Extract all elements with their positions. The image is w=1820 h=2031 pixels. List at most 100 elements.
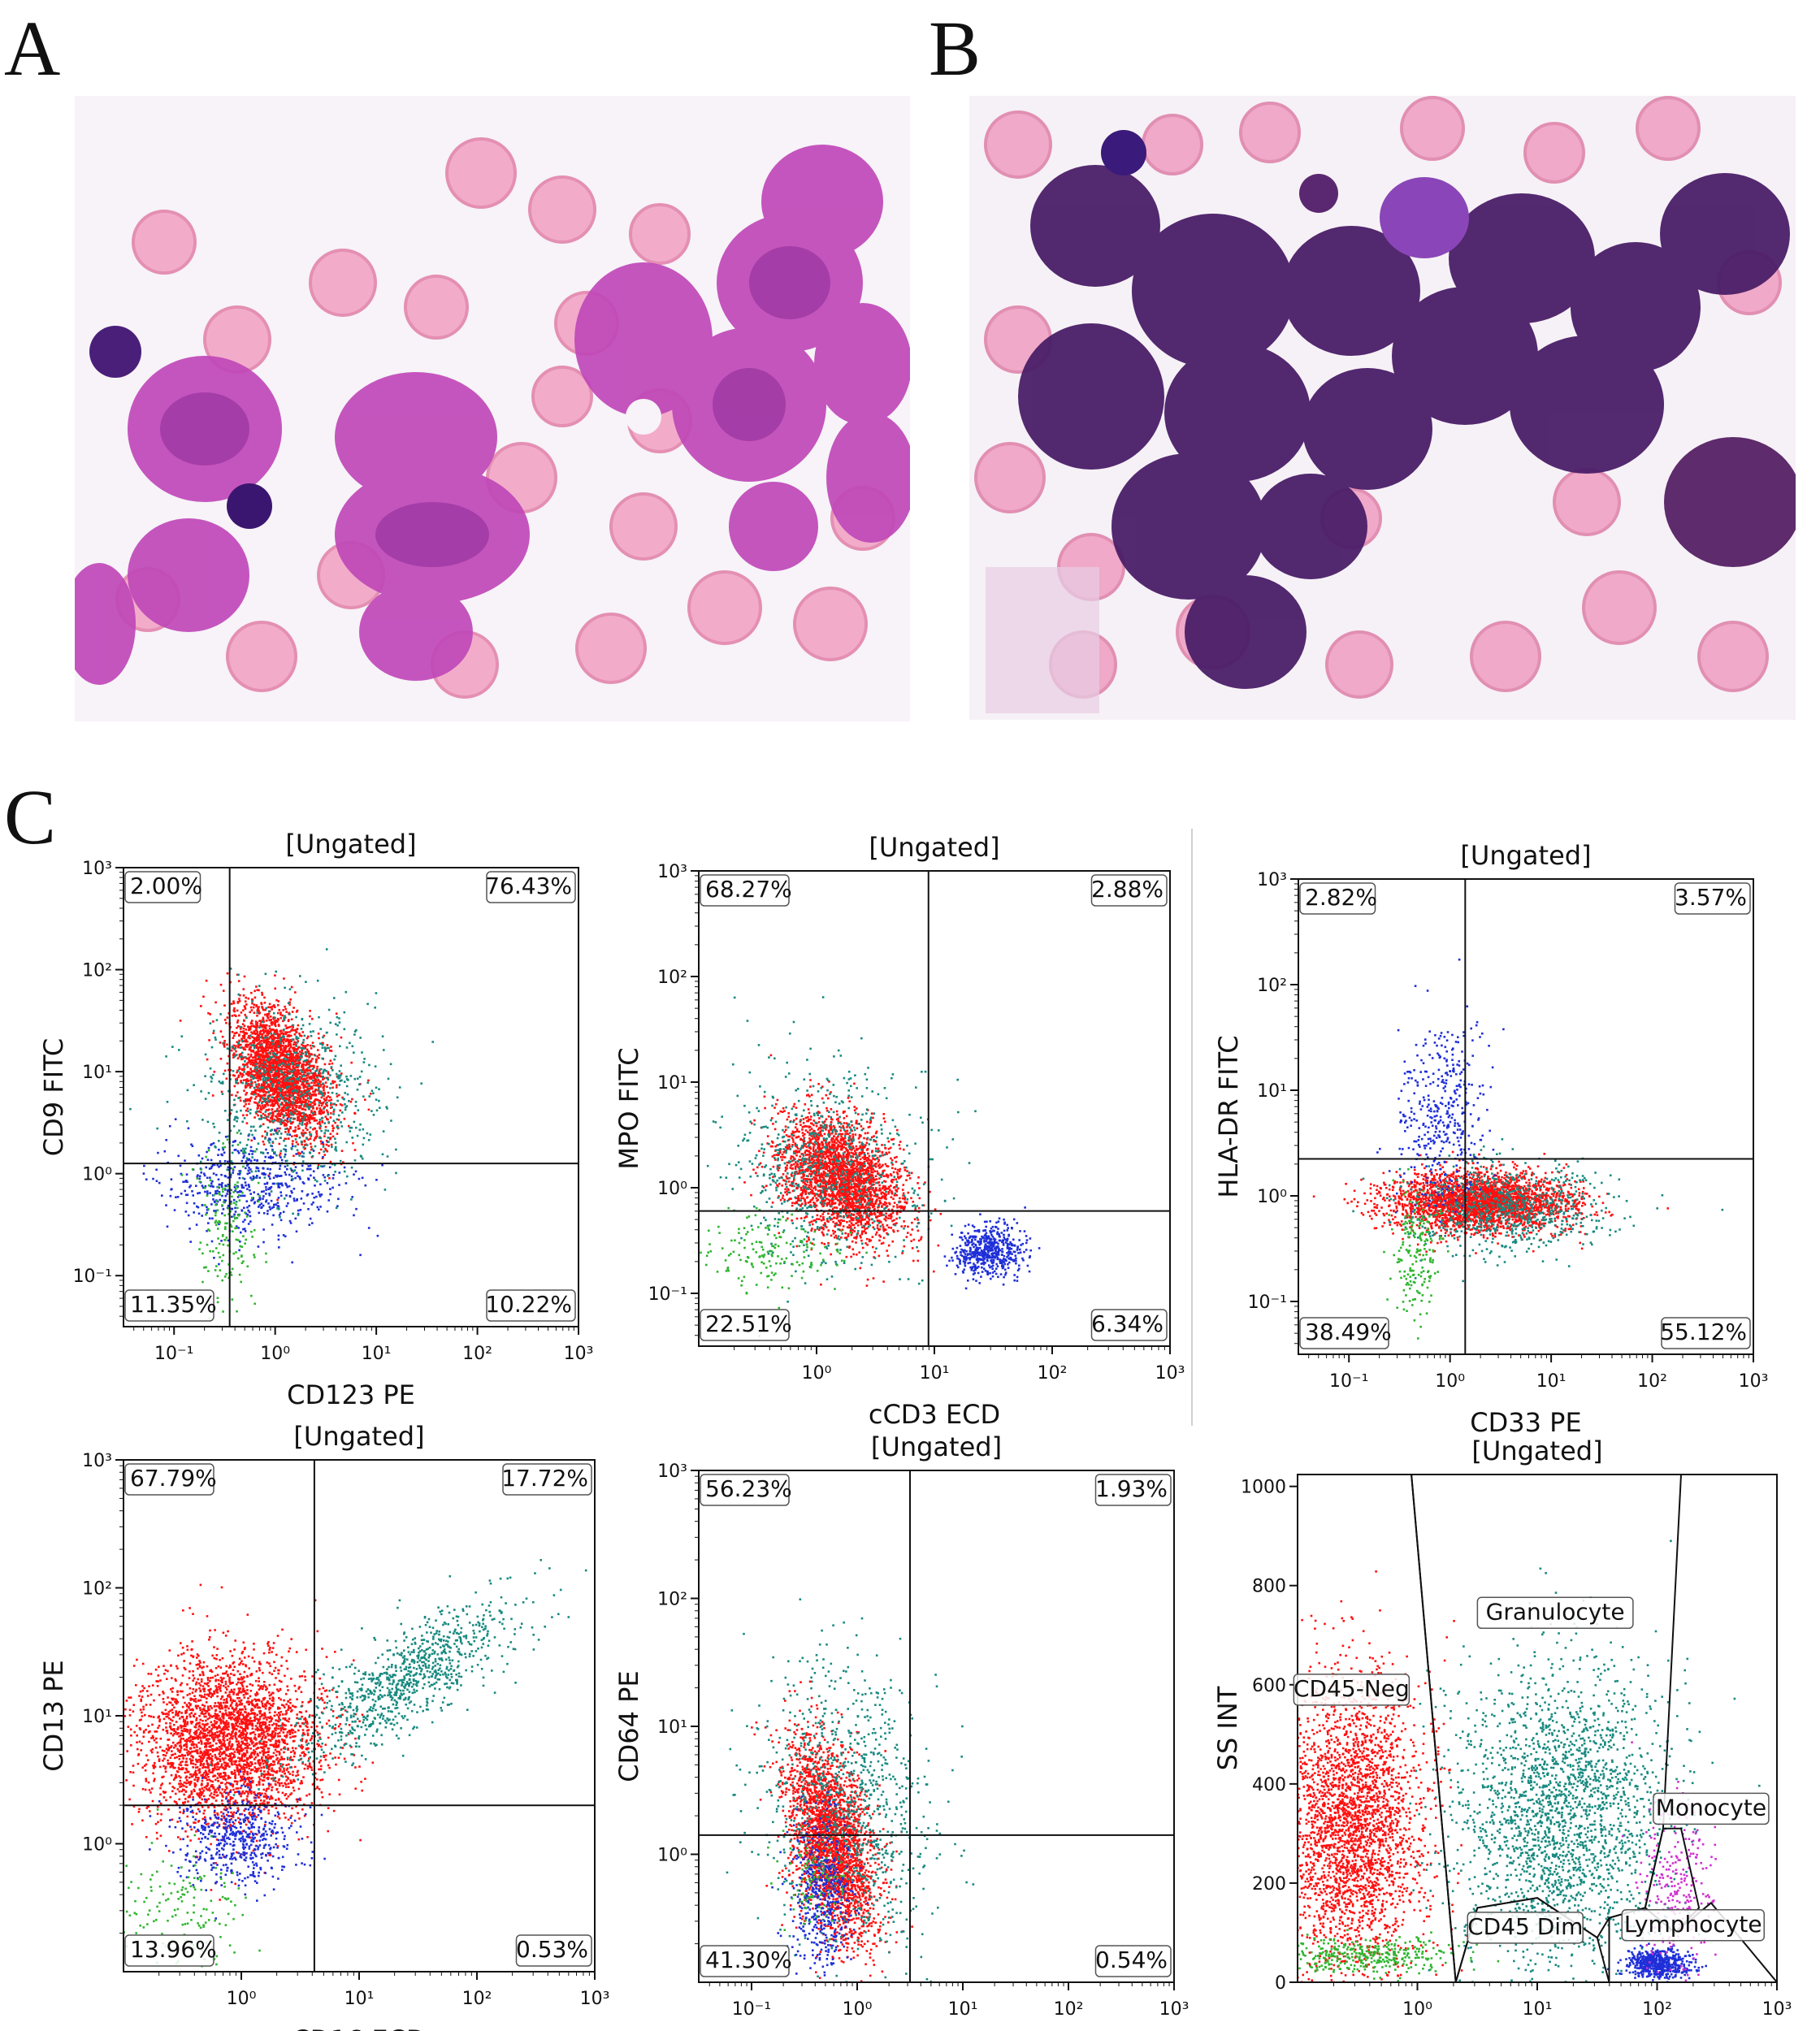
population-3 — [180, 1132, 267, 1319]
y-tick-label: 10³ — [1257, 870, 1287, 890]
micrograph-b — [969, 96, 1796, 720]
y-tick-label: 600 — [1252, 1676, 1286, 1696]
population-3 — [1298, 1929, 1500, 1982]
population-1 — [142, 1118, 384, 1266]
plot-title: [Ungated] — [871, 1431, 1002, 1462]
population-2 — [1606, 1942, 1707, 1982]
y-tick-label: 10⁻¹ — [648, 1284, 687, 1305]
y-tick-label: 10⁰ — [657, 1179, 687, 1199]
x-tick-label: 10⁰ — [260, 1344, 290, 1364]
population-1 — [1352, 1125, 1724, 1283]
y-tick-label: 10¹ — [82, 1063, 112, 1083]
plot-title: [Ungated] — [1471, 1436, 1602, 1466]
population-3 — [767, 1825, 845, 1941]
quadrant-ll: 13.96% — [124, 1934, 217, 1967]
population-2 — [943, 1206, 1041, 1290]
x-axis-label: CD16 ECD — [292, 2025, 426, 2031]
quadrant-ll: 38.49% — [1299, 1317, 1392, 1349]
quadrant-lr: 55.12% — [1660, 1317, 1751, 1349]
x-tick-label: 10³ — [580, 1989, 610, 2009]
y-tick-label: 10¹ — [82, 1707, 112, 1727]
quadrant-ul: 68.27% — [700, 874, 792, 907]
y-tick-label: 10⁻¹ — [73, 1267, 112, 1287]
quadrant-ul: 56.23% — [700, 1474, 792, 1506]
y-axis-label: MPO FITC — [613, 1047, 644, 1169]
plot-frame — [698, 870, 1171, 1347]
flow-plot-mpo-ccd3: [Ungated] 10⁰ 10¹ 10² 10³ 10⁻¹ 10⁰ 10¹ 10² 10³ cCD… — [597, 821, 1190, 1430]
population-0 — [179, 972, 372, 1202]
quadrant-ur: 76.43% — [485, 871, 576, 903]
plot-frame — [698, 1470, 1175, 1983]
plot-title: [Ungated] — [1460, 840, 1591, 871]
plot-title: [Ungated] — [869, 832, 999, 863]
population-1 — [726, 1598, 975, 1982]
flow-plot-cd13-cd16: [Ungated] 10⁰ 10¹ 10² 10³ 10⁰ 10¹ 10² 10³ CD16 EC… — [32, 1418, 618, 2031]
quadrant-ur: 17.72% — [501, 1463, 592, 1496]
x-tick-label: 10⁻¹ — [1329, 1371, 1368, 1392]
x-tick-label: 10⁰ — [843, 1999, 873, 2020]
y-tick-label: 10² — [82, 1579, 112, 1600]
y-tick-label: 10⁻¹ — [1248, 1293, 1287, 1313]
y-tick-label: 10⁰ — [657, 1846, 687, 1866]
y-tick-label: 0 — [1275, 1973, 1286, 1994]
event-cloud — [124, 1559, 587, 1968]
population-3 — [124, 1808, 261, 1968]
y-tick-label: 400 — [1252, 1775, 1286, 1795]
y-tick-label: 10³ — [82, 1451, 112, 1471]
y-tick-label: 200 — [1252, 1874, 1286, 1895]
y-tick-label: 10⁰ — [82, 1835, 112, 1856]
y-tick-label: 10⁰ — [1257, 1187, 1287, 1207]
x-tick-label: 10¹ — [344, 1989, 375, 2009]
panel-divider — [1191, 829, 1193, 1426]
y-axis-label: CD13 PE — [38, 1660, 69, 1771]
x-tick-label: 10³ — [1762, 1999, 1792, 2020]
gate-label-cd45-dim: CD45 Dim — [1467, 1912, 1584, 1944]
x-axis-label: CD123 PE — [287, 1379, 415, 1410]
flow-plot-cd64-cd117: [Ungated]10⁻¹10⁰10¹10²10³10⁰10¹10²10³CD1… — [601, 1422, 1194, 2023]
gate-label-lymphocyte: Lymphocyte — [1621, 1909, 1765, 1942]
plot-frame — [1298, 878, 1754, 1355]
quadrant-ur: 1.93% — [1094, 1474, 1172, 1506]
x-tick-label: 10² — [462, 1989, 492, 2009]
gate-label-monocyte: Monocyte — [1653, 1792, 1770, 1825]
population-2 — [129, 948, 434, 1219]
x-tick-label: 10¹ — [1536, 1371, 1566, 1392]
y-tick-label: 10⁰ — [82, 1165, 112, 1185]
population-2 — [1376, 958, 1505, 1223]
x-tick-label: 10² — [1642, 1999, 1672, 2020]
x-tick-label: 10⁻¹ — [154, 1344, 193, 1364]
x-tick-label: 10⁰ — [802, 1363, 832, 1384]
population-0 — [124, 1583, 375, 1901]
x-tick-label: 10⁻¹ — [732, 1999, 771, 2020]
population-1 — [699, 996, 977, 1337]
flow-plot-cd9-cd123: [Ungated] 10⁻¹ 10⁰ 10¹ 10² 10³ 10⁻¹ 10⁰ 10¹ 10² 10… — [32, 821, 618, 1410]
plot-title: [Ungated] — [293, 1421, 424, 1452]
quadrant-lr: 0.53% — [515, 1934, 592, 1967]
y-tick-label: 800 — [1252, 1577, 1286, 1597]
x-tick-label: 10¹ — [1523, 1999, 1553, 2020]
y-tick-label: 10² — [82, 961, 112, 981]
svg-text:11.35%: 11.35% — [130, 1291, 217, 1318]
panel-label-b: B — [929, 10, 981, 88]
x-tick-label: 10⁰ — [227, 1989, 257, 2009]
quadrant-ll: 41.30% — [700, 1945, 792, 1977]
svg-text:2.00%: 2.00% — [130, 873, 202, 899]
y-tick-label: 10¹ — [657, 1073, 687, 1093]
x-tick-label: 10³ — [564, 1344, 594, 1364]
x-tick-label: 10² — [1054, 1999, 1084, 2020]
svg-text:10.22%: 10.22% — [485, 1291, 572, 1318]
y-tick-label: 10³ — [82, 859, 112, 879]
x-tick-label: 10³ — [1739, 1371, 1769, 1392]
x-axis-label: CD33 PE — [1470, 1407, 1581, 1438]
quadrant-ur: 2.88% — [1090, 874, 1168, 907]
y-tick-label: 10¹ — [657, 1717, 687, 1738]
y-axis-label: CD64 PE — [613, 1670, 644, 1782]
y-tick-label: 10² — [657, 1590, 687, 1610]
quadrant-lr: 10.22% — [485, 1289, 576, 1322]
quadrant-lr: 0.54% — [1094, 1945, 1172, 1977]
event-cloud — [129, 948, 434, 1319]
y-tick-label: 10³ — [657, 1462, 687, 1482]
quadrant-ul: 67.79% — [124, 1463, 217, 1496]
y-axis-label: SS INT — [1212, 1686, 1243, 1770]
y-tick-label: 10¹ — [1257, 1081, 1287, 1102]
